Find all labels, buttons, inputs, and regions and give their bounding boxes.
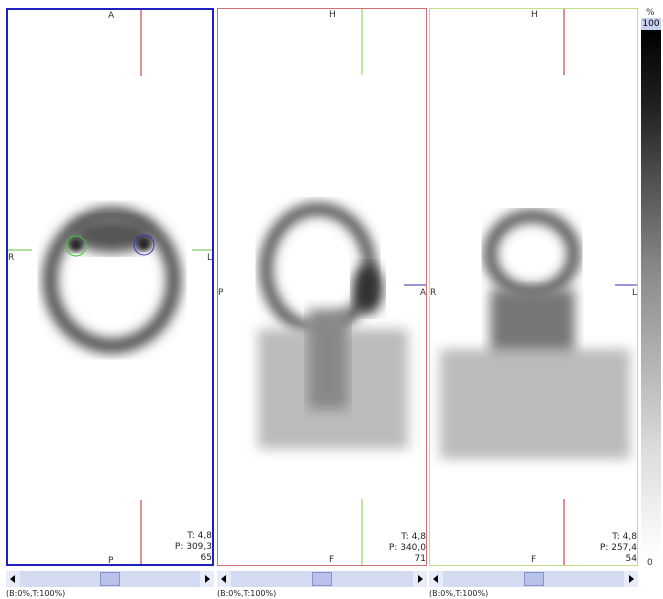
scroll-thumb[interactable]: [312, 572, 332, 586]
scan-image: [440, 9, 637, 565]
scan-image: [258, 9, 426, 565]
colorbar-gradient: [641, 30, 661, 558]
orientation-right: A: [419, 288, 426, 298]
scan-image: [8, 10, 212, 564]
scroll-thumb[interactable]: [524, 572, 544, 586]
info-line: 71: [414, 554, 426, 564]
info-line: P: 340,0: [388, 543, 426, 553]
status-text: (B:0%,T:100%): [217, 589, 277, 598]
image-panel: H F R L T: 4,8 P: 257,4 54: [429, 8, 638, 566]
scroll-thumb[interactable]: [100, 572, 120, 586]
panel-info: T: 4,8 P: 309,3 65: [175, 531, 212, 564]
orientation-top: A: [108, 11, 115, 21]
scrollbar[interactable]: [429, 571, 638, 587]
scrollbar[interactable]: [6, 571, 214, 587]
scroll-left[interactable]: [217, 571, 231, 587]
colorbar-unit: %: [646, 8, 655, 18]
scroll-left[interactable]: [6, 571, 20, 587]
info-line: P: 257,4: [599, 543, 637, 553]
info-line: P: 309,3: [174, 542, 212, 552]
orientation-bottom: F: [329, 555, 335, 565]
orientation-bottom: P: [108, 556, 114, 566]
info-line: 54: [625, 554, 637, 564]
colorbar-min: 0: [647, 558, 653, 568]
scroll-right[interactable]: [624, 571, 638, 587]
orientation-left: R: [8, 253, 15, 263]
panel-info: T: 4,8 P: 340,0 71: [389, 532, 426, 565]
orientation-right: L: [206, 253, 212, 263]
image-panel: A P R L T: 4,8 P: 309,3 65: [6, 8, 214, 566]
orientation-left: R: [430, 288, 437, 298]
scroll-right[interactable]: [200, 571, 214, 587]
scrollbar[interactable]: [217, 571, 427, 587]
status-text: (B:0%,T:100%): [6, 589, 66, 598]
info-line: T: 4,8: [612, 532, 637, 542]
scroll-left[interactable]: [429, 571, 443, 587]
info-line: T: 4,8: [187, 531, 212, 541]
colorbar-max: 100: [641, 18, 661, 30]
panel-info: T: 4,8 P: 257,4 54: [600, 532, 637, 565]
scroll-right[interactable]: [413, 571, 427, 587]
orientation-left: P: [218, 288, 224, 298]
orientation-top: H: [329, 10, 336, 20]
image-panel: H F P A T: 4,8 P: 340,0 71: [217, 8, 427, 566]
status-text: (B:0%,T:100%): [429, 589, 489, 598]
info-line: T: 4,8: [401, 532, 426, 542]
orientation-top: H: [531, 10, 538, 20]
orientation-bottom: F: [531, 555, 537, 565]
info-line: 65: [200, 553, 212, 563]
orientation-right: L: [631, 288, 637, 298]
colorbar: % 100 0: [641, 8, 661, 568]
